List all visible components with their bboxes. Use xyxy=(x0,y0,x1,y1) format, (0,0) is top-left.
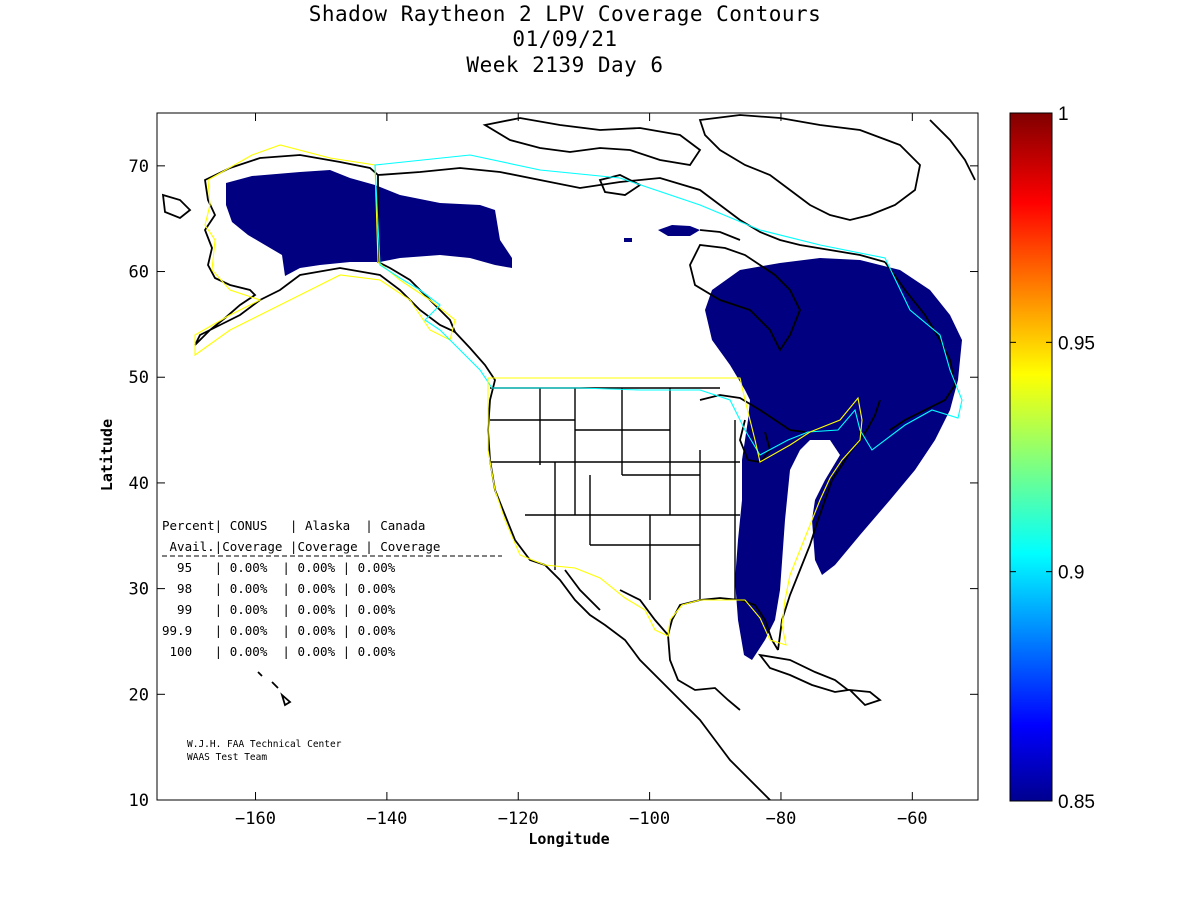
colorbar: 1 0.95 0.9 0.85 xyxy=(1009,104,1095,813)
y-tick-label: 60 xyxy=(129,263,149,283)
table-header-1: Percent| CONUS | Alaska | Canada xyxy=(162,518,425,533)
colorbar-tick-label: 1 xyxy=(1058,104,1069,125)
colorbar-tick-label: 0.85 xyxy=(1058,792,1095,813)
table-row: 99 | 0.00% | 0.00% | 0.00% xyxy=(162,602,396,617)
chart-title: Shadow Raytheon 2 LPV Coverage Contours xyxy=(308,2,822,26)
y-tick-label: 50 xyxy=(129,368,149,388)
x-tick-label: −60 xyxy=(897,809,928,829)
colorbar-tick-label: 0.9 xyxy=(1058,563,1084,584)
coverage-stats-table: Percent| CONUS | Alaska | Canada Avail.|… xyxy=(162,518,502,659)
y-tick-label: 70 xyxy=(129,157,149,177)
x-tick-label: −140 xyxy=(366,809,407,829)
table-row: 95 | 0.00% | 0.00% | 0.00% xyxy=(162,560,396,575)
colorbar-gradient xyxy=(1009,112,1053,802)
service-volume-boundaries xyxy=(194,144,963,646)
colorbar-tick-label: 0.95 xyxy=(1058,333,1095,354)
coastlines xyxy=(161,114,976,800)
y-tick-label: 30 xyxy=(129,580,149,600)
x-tick-label: −100 xyxy=(629,809,670,829)
table-row: 99.9 | 0.00% | 0.00% | 0.00% xyxy=(162,623,396,638)
coverage-region-hudson-spot xyxy=(624,225,700,242)
table-row: 98 | 0.00% | 0.00% | 0.00% xyxy=(162,581,396,596)
chart-week-day: Week 2139 Day 6 xyxy=(466,53,664,77)
x-tick-label: −80 xyxy=(766,809,797,829)
colorbar-ticks: 1 0.95 0.9 0.85 xyxy=(1010,104,1095,813)
y-tick-label: 40 xyxy=(129,474,149,494)
x-tick-label: −160 xyxy=(235,809,276,829)
coverage-region-east xyxy=(705,258,962,660)
credit-line-2: WAAS Test Team xyxy=(187,752,267,763)
plot-frame xyxy=(156,112,979,801)
coverage-region-alaska xyxy=(226,170,512,276)
table-header-2: Avail.|Coverage |Coverage | Coverage xyxy=(162,539,440,554)
x-axis: −160 −140 −120 −100 −80 −60 xyxy=(235,113,928,829)
us-state-borders xyxy=(490,387,740,600)
y-axis-label: Latitude xyxy=(98,419,116,491)
table-row: 100 | 0.00% | 0.00% | 0.00% xyxy=(162,644,396,659)
chart-date: 01/09/21 xyxy=(512,27,618,51)
credit-line-1: W.J.H. FAA Technical Center xyxy=(187,739,342,750)
y-tick-label: 10 xyxy=(129,791,149,811)
y-tick-label: 20 xyxy=(129,685,149,705)
x-axis-label: Longitude xyxy=(528,830,609,848)
y-axis: 10 20 30 40 50 60 70 xyxy=(129,157,978,811)
x-tick-label: −120 xyxy=(498,809,539,829)
